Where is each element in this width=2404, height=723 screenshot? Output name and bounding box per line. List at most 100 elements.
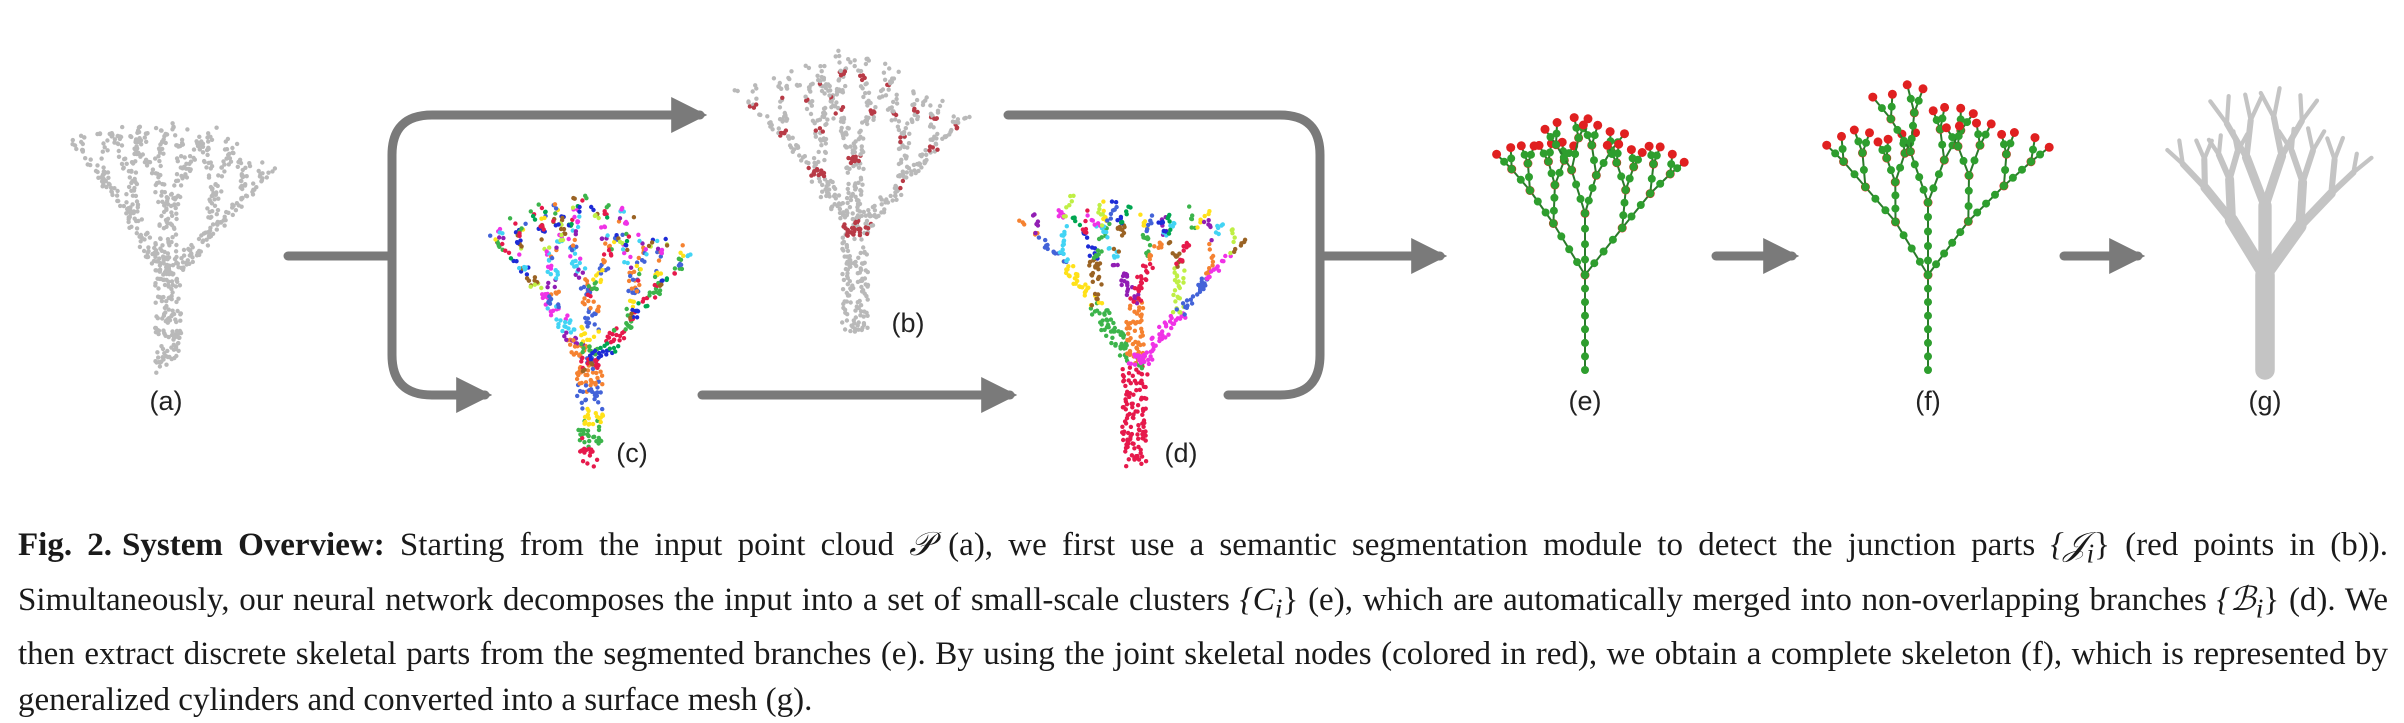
point <box>1171 293 1175 297</box>
point <box>952 114 956 118</box>
point <box>1083 219 1087 223</box>
point <box>243 166 247 170</box>
skeleton-node <box>1883 145 1891 153</box>
point <box>891 109 895 113</box>
point <box>1110 336 1114 340</box>
point <box>1075 279 1079 283</box>
skeleton-node <box>1590 156 1598 164</box>
skeleton-node <box>1854 137 1862 145</box>
point <box>1216 226 1220 230</box>
skeleton-node <box>1546 149 1554 157</box>
skeleton-node <box>1571 150 1579 158</box>
point <box>889 194 893 198</box>
skeleton-node <box>1924 228 1932 236</box>
skeleton-node <box>1971 156 1979 164</box>
panel-label-g: (g) <box>2249 386 2282 417</box>
point <box>577 210 581 214</box>
point <box>779 131 783 135</box>
point <box>1037 235 1041 239</box>
point <box>192 147 196 151</box>
point <box>626 289 630 293</box>
point <box>211 222 215 226</box>
point <box>1123 384 1127 388</box>
point <box>174 243 178 247</box>
point <box>865 314 869 318</box>
point <box>625 248 629 252</box>
point <box>935 116 939 120</box>
point <box>580 448 584 452</box>
point <box>235 142 239 146</box>
point <box>955 125 959 129</box>
skeleton-node <box>1650 160 1658 168</box>
point <box>171 283 175 287</box>
point <box>665 243 669 247</box>
point <box>909 169 913 173</box>
point <box>209 234 213 238</box>
point <box>653 295 657 299</box>
point <box>603 209 607 213</box>
skeleton-node <box>1581 285 1589 293</box>
point <box>1096 248 1100 252</box>
joint-node <box>1850 126 1859 135</box>
point <box>234 208 238 212</box>
point <box>1070 199 1074 203</box>
point <box>786 76 790 80</box>
point <box>1138 334 1142 338</box>
point <box>857 137 861 141</box>
point <box>840 247 844 251</box>
point <box>837 60 841 64</box>
point <box>605 205 609 209</box>
point <box>115 193 119 197</box>
point <box>653 283 657 287</box>
skeleton-node <box>1974 130 1982 138</box>
point <box>822 110 826 114</box>
point <box>1105 235 1109 239</box>
point <box>1095 297 1099 301</box>
point <box>1150 213 1154 217</box>
point <box>596 307 600 311</box>
point <box>153 190 157 194</box>
skeleton-node <box>1924 298 1932 306</box>
point <box>1100 235 1104 239</box>
point <box>858 313 862 317</box>
point <box>845 213 849 217</box>
point <box>549 272 553 276</box>
point <box>897 147 901 151</box>
point <box>1141 342 1145 346</box>
point <box>1239 241 1243 245</box>
point <box>224 156 228 160</box>
point <box>1134 388 1138 392</box>
point <box>1233 235 1237 239</box>
point <box>1100 322 1104 326</box>
point <box>839 108 843 112</box>
point <box>845 271 849 275</box>
joint-node <box>1987 119 1996 128</box>
point <box>239 197 243 201</box>
point <box>1157 325 1161 329</box>
skeleton-node <box>1581 256 1589 264</box>
point <box>905 170 909 174</box>
point <box>785 84 789 88</box>
point <box>519 226 523 230</box>
point <box>880 94 884 98</box>
point <box>174 278 178 282</box>
point <box>894 97 898 101</box>
point <box>1124 421 1128 425</box>
point <box>784 119 788 123</box>
point <box>792 147 796 151</box>
point <box>856 300 860 304</box>
point <box>1169 326 1173 330</box>
skeleton-node <box>1973 209 1981 217</box>
joint-node <box>1680 158 1689 167</box>
point <box>599 416 603 420</box>
point <box>599 420 603 424</box>
point <box>1125 402 1129 406</box>
point <box>545 249 549 253</box>
point <box>657 258 661 262</box>
point <box>154 314 158 318</box>
point <box>554 268 558 272</box>
point <box>628 316 632 320</box>
point <box>910 120 914 124</box>
point <box>895 101 899 105</box>
skeleton-node <box>1584 131 1592 139</box>
